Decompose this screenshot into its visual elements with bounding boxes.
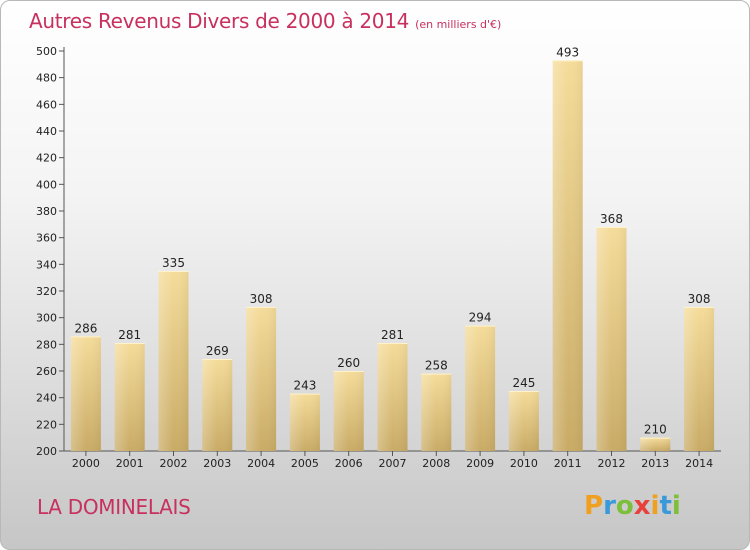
x-tick-label: 2010 — [510, 457, 538, 470]
bar-shading — [70, 336, 101, 451]
bar-value-label: 210 — [644, 423, 667, 437]
y-tick-label: 220 — [36, 418, 57, 431]
y-tick-label: 480 — [36, 72, 57, 85]
x-tick-label: 2003 — [203, 457, 231, 470]
chart-title-main: Autres Revenus Divers de 2000 à 2014 — [29, 9, 410, 33]
x-tick-label: 2001 — [116, 457, 144, 470]
x-tick-label: 2013 — [641, 457, 669, 470]
bar-shading — [246, 307, 277, 451]
logo-letter: i — [650, 491, 660, 521]
bar-shading — [552, 60, 583, 451]
x-tick-label: 2008 — [422, 457, 450, 470]
x-tick-label: 2009 — [466, 457, 494, 470]
x-tick-label: 2012 — [598, 457, 626, 470]
bar-value-label: 286 — [74, 321, 97, 335]
bar-value-label: 308 — [250, 292, 273, 306]
logo-letter: r — [603, 491, 616, 521]
bar-shading — [114, 343, 145, 451]
x-tick-label: 2004 — [247, 457, 275, 470]
bar-value-label: 308 — [688, 292, 711, 306]
bar-value-label: 269 — [206, 344, 229, 358]
x-tick-label: 2006 — [335, 457, 363, 470]
x-tick-label: 2000 — [72, 457, 100, 470]
commune-name: LA DOMINELAIS — [37, 495, 191, 519]
y-tick-label: 200 — [36, 445, 57, 458]
proxiti-logo: Proxiti — [584, 491, 681, 521]
y-tick-label: 500 — [36, 45, 57, 58]
bar-shading — [508, 391, 539, 451]
bar-shading — [596, 227, 627, 451]
y-tick-label: 440 — [36, 125, 57, 138]
bar-shading — [640, 437, 671, 451]
bar-shading — [333, 371, 364, 451]
bar-shading — [684, 307, 715, 451]
bar-value-label: 258 — [425, 359, 448, 373]
chart-title: Autres Revenus Divers de 2000 à 2014 (en … — [29, 9, 501, 33]
bar-value-label: 243 — [293, 379, 316, 393]
bar-shading — [465, 325, 496, 451]
bar-value-label: 368 — [600, 212, 623, 226]
logo-letter: P — [584, 491, 604, 521]
y-tick-label: 360 — [36, 232, 57, 245]
bar-value-label: 281 — [118, 328, 141, 342]
bar-shading — [421, 373, 452, 451]
logo-letter: t — [659, 491, 672, 521]
logo-letter: i — [671, 491, 681, 521]
logo-letter: x — [633, 491, 651, 521]
bar-value-label: 294 — [469, 311, 492, 325]
bar-shading — [377, 343, 408, 451]
y-tick-label: 340 — [36, 258, 57, 271]
x-tick-label: 2007 — [379, 457, 407, 470]
x-tick-label: 2014 — [685, 457, 713, 470]
chart-title-unit: (en milliers d'€) — [415, 18, 502, 31]
bar-value-label: 335 — [162, 256, 185, 270]
y-tick-label: 420 — [36, 152, 57, 165]
y-tick-label: 280 — [36, 338, 57, 351]
y-tick-label: 460 — [36, 98, 57, 111]
bar-value-label: 245 — [512, 376, 535, 390]
x-tick-label: 2011 — [554, 457, 582, 470]
y-tick-label: 400 — [36, 178, 57, 191]
bar-value-label: 493 — [556, 45, 579, 59]
x-tick-label: 2005 — [291, 457, 319, 470]
bar-shading — [289, 393, 320, 451]
x-tick-label: 2002 — [160, 457, 188, 470]
bar-shading — [158, 271, 189, 451]
y-tick-label: 300 — [36, 312, 57, 325]
y-tick-label: 320 — [36, 285, 57, 298]
logo-letter: o — [615, 491, 634, 521]
y-tick-label: 240 — [36, 392, 57, 405]
bar-value-label: 281 — [381, 328, 404, 342]
bar-shading — [202, 359, 233, 451]
bar-value-label: 260 — [337, 356, 360, 370]
y-tick-label: 380 — [36, 205, 57, 218]
y-tick-label: 260 — [36, 365, 57, 378]
